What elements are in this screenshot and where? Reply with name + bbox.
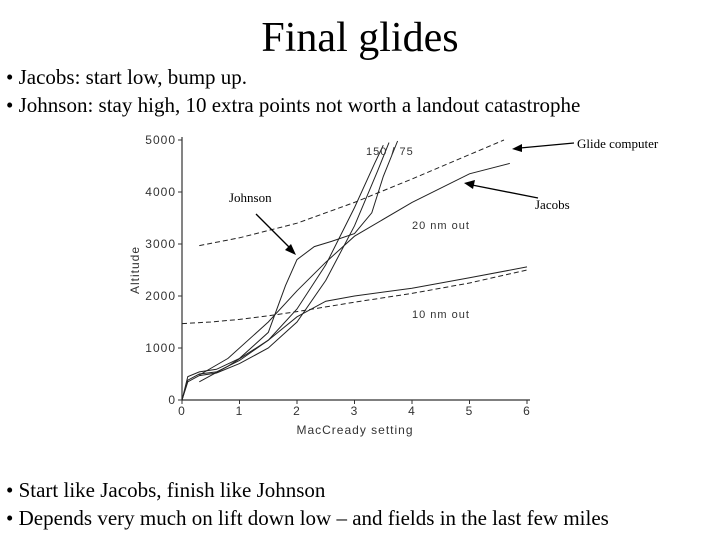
- arrowhead-glide-computer: [512, 144, 522, 152]
- series-line-7: [199, 266, 528, 383]
- x-tick-label: 5: [466, 404, 474, 418]
- arrow-johnson: [255, 213, 293, 251]
- bullet-start-like-jacobs: • Start like Jacobs, finish like Johnson: [6, 478, 326, 502]
- annotation-jacobs: Jacobs: [535, 197, 570, 212]
- x-axis-label: MacCready setting: [296, 423, 413, 437]
- series-line-3: [181, 144, 384, 401]
- series-line-6: [181, 269, 528, 325]
- y-tick-label: 3000: [145, 237, 176, 251]
- annotation-johnson: Johnson: [229, 190, 272, 205]
- y-tick-label: 4000: [145, 185, 176, 199]
- y-tick-label: 0: [168, 393, 176, 407]
- y-tick-label: 2000: [145, 289, 176, 303]
- series-line-1: [199, 139, 505, 247]
- y-tick-label: 5000: [145, 133, 176, 147]
- arrow-jacobs: [471, 184, 539, 199]
- slide-title: Final glides: [261, 15, 459, 61]
- bullet-jacobs: • Jacobs: start low, bump up.: [6, 65, 248, 89]
- series-group: [181, 139, 528, 401]
- y-tick-marks: 0 1000 2000 3000 4000 5000: [145, 133, 182, 407]
- x-tick-label: 3: [351, 404, 359, 418]
- arrow-glide-computer: [519, 142, 575, 149]
- x-tick-marks: 0 1 2 3 4 5 6: [178, 400, 531, 418]
- x-tick-label: 6: [523, 404, 531, 418]
- x-tick-label: 4: [408, 404, 416, 418]
- y-tick-label: 1000: [145, 341, 176, 355]
- x-tick-label: 0: [178, 404, 186, 418]
- curve-label-10nm: 10 nm out: [412, 309, 470, 321]
- bullet-johnson: • Johnson: stay high, 10 extra points no…: [6, 93, 581, 117]
- arrowhead-johnson: [285, 244, 296, 255]
- y-axis-label: Altitude: [128, 246, 142, 294]
- arrowhead-jacobs: [464, 180, 475, 189]
- series-line-5: [199, 162, 510, 376]
- curve-label-20nm: 20 nm out: [412, 220, 470, 232]
- annotation-glide-computer: Glide computer: [577, 136, 659, 151]
- series-line-4: [181, 140, 399, 401]
- x-tick-label: 1: [236, 404, 244, 418]
- x-tick-label: 2: [293, 404, 301, 418]
- series-line-2: [181, 142, 390, 401]
- curve-label-150-75: 150 / 75: [366, 146, 414, 158]
- bullet-depends-on-lift: • Depends very much on lift down low – a…: [6, 506, 609, 530]
